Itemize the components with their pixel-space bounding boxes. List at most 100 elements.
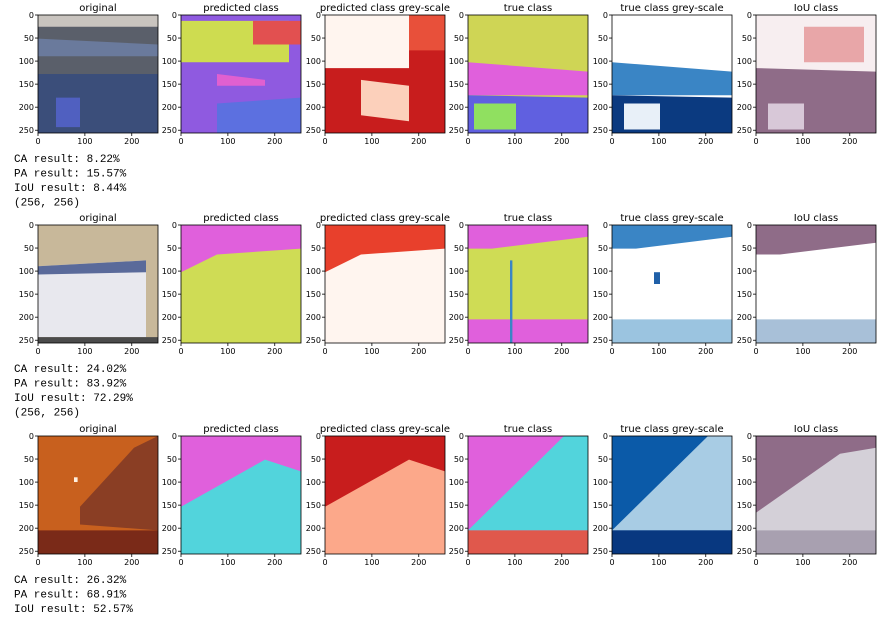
y-tick-label: 250 (449, 336, 464, 345)
x-tick-label: 100 (364, 558, 379, 567)
image-region (217, 74, 265, 86)
image-region (756, 530, 876, 554)
x-tick-label: 100 (220, 558, 235, 567)
x-tick-label: 200 (267, 347, 282, 356)
image-region (468, 530, 588, 554)
panel-title: true class (504, 213, 553, 224)
image-region (468, 436, 588, 531)
image-frame (324, 224, 446, 344)
image-region (756, 447, 876, 554)
x-tick-label: 200 (698, 347, 713, 356)
image-region (361, 79, 409, 122)
y-tick-label: 0 (603, 432, 608, 441)
y-tick-label: 100 (593, 478, 608, 487)
y-tick-label: 100 (19, 267, 34, 276)
image-frame (755, 224, 877, 344)
y-tick-label: 50 (454, 455, 464, 464)
x-tick-label: 100 (795, 347, 810, 356)
result-line: CA result: 26.32% (14, 575, 127, 587)
y-tick-label: 100 (162, 267, 177, 276)
y-tick-label: 250 (449, 547, 464, 556)
y-tick-label: 250 (737, 336, 752, 345)
result-line: (256, 256) (14, 198, 80, 210)
y-tick-label: 50 (598, 34, 608, 43)
image-region (804, 26, 864, 63)
y-tick-label: 250 (19, 126, 34, 135)
x-tick-label: 0 (322, 347, 327, 356)
x-tick-label: 0 (753, 347, 758, 356)
image-region (468, 62, 588, 96)
x-tick-label: 0 (322, 137, 327, 146)
y-tick-label: 0 (316, 432, 321, 441)
y-tick-label: 200 (306, 103, 321, 112)
x-tick-label: 100 (77, 347, 92, 356)
y-tick-label: 50 (454, 34, 464, 43)
y-tick-label: 0 (747, 221, 752, 230)
x-tick-label: 100 (507, 347, 522, 356)
y-tick-label: 50 (598, 455, 608, 464)
x-tick-label: 0 (465, 347, 470, 356)
panel-title: predicted class grey-scale (320, 213, 450, 224)
image-frame (467, 435, 589, 555)
image-frame (467, 224, 589, 344)
x-tick-label: 200 (842, 347, 857, 356)
image-region (612, 62, 732, 96)
image-region (468, 225, 588, 343)
image-region (612, 436, 732, 531)
image-frame (180, 435, 302, 555)
y-tick-label: 200 (593, 313, 608, 322)
image-region (325, 15, 409, 69)
x-tick-label: 200 (411, 347, 426, 356)
panel-title: predicted class grey-scale (320, 3, 450, 14)
image-region (38, 530, 158, 554)
y-tick-label: 50 (24, 455, 34, 464)
y-tick-label: 250 (162, 547, 177, 556)
panel-title: true class (504, 3, 553, 14)
image-frame (37, 224, 159, 344)
x-tick-label: 200 (842, 137, 857, 146)
panel-title: true class (504, 424, 553, 435)
y-tick-label: 100 (449, 57, 464, 66)
result-line: PA result: 68.91% (14, 590, 127, 602)
image-region (474, 103, 516, 130)
y-tick-label: 150 (449, 501, 464, 510)
y-tick-label: 200 (737, 103, 752, 112)
y-tick-label: 0 (459, 221, 464, 230)
image-frame (37, 435, 159, 555)
x-tick-label: 0 (753, 137, 758, 146)
y-tick-label: 50 (742, 34, 752, 43)
y-tick-label: 0 (747, 432, 752, 441)
x-tick-label: 100 (364, 347, 379, 356)
y-tick-label: 0 (29, 432, 34, 441)
image-region (325, 459, 445, 554)
y-tick-label: 250 (593, 336, 608, 345)
y-tick-label: 50 (742, 244, 752, 253)
panel: predicted class grey-scale05010015020025… (306, 213, 450, 356)
x-tick-label: 200 (411, 558, 426, 567)
y-tick-label: 50 (167, 455, 177, 464)
y-tick-label: 50 (311, 244, 321, 253)
y-tick-label: 150 (306, 290, 321, 299)
result-line: PA result: 15.57% (14, 169, 127, 181)
x-tick-label: 0 (178, 347, 183, 356)
image-region (756, 319, 876, 343)
panel-title: true class grey-scale (620, 424, 723, 435)
y-tick-label: 250 (737, 126, 752, 135)
y-tick-label: 150 (162, 80, 177, 89)
y-tick-label: 0 (29, 11, 34, 20)
y-tick-label: 100 (19, 478, 34, 487)
x-tick-label: 100 (77, 558, 92, 567)
y-tick-label: 150 (449, 290, 464, 299)
y-tick-label: 250 (162, 336, 177, 345)
y-tick-label: 50 (311, 34, 321, 43)
x-tick-label: 100 (364, 137, 379, 146)
result-line: IoU result: 72.29% (14, 393, 133, 405)
image-region (654, 272, 660, 284)
y-tick-label: 100 (737, 267, 752, 276)
y-tick-label: 150 (737, 80, 752, 89)
